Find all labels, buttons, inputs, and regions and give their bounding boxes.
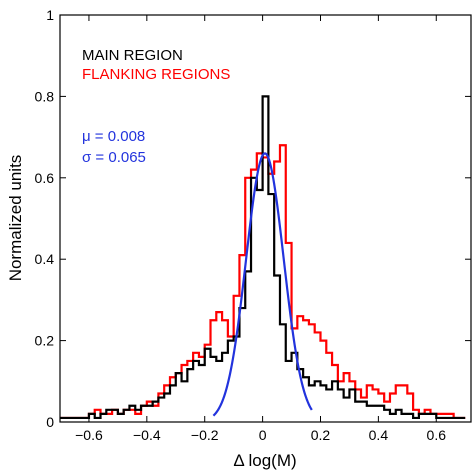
y-tick-label: 0.8 [35, 88, 55, 104]
legend-flanking-regions: FLANKING REGIONS [82, 66, 230, 83]
y-tick-label: 0.6 [35, 170, 55, 186]
x-tick-label: 0.6 [427, 427, 447, 443]
gaussian-fit-line [212, 152, 313, 417]
y-tick-label: 0.4 [35, 251, 55, 267]
series-layer [60, 95, 466, 420]
x-tick-label: 0 [259, 427, 267, 443]
x-tick-label: −0.4 [133, 427, 161, 443]
stat-sigma: σ = 0.065 [82, 149, 146, 166]
x-tick-label: 0.2 [311, 427, 331, 443]
x-axis-label: Δ log(M) [233, 451, 296, 470]
y-tick-label: 0.2 [35, 333, 55, 349]
x-tick-label: −0.2 [191, 427, 219, 443]
x-tick-label: −0.6 [75, 427, 103, 443]
y-tick-label: 0 [46, 414, 54, 430]
legend-main-region: MAIN REGION [82, 47, 183, 64]
plot-frame [59, 14, 472, 423]
ticks-layer: −0.6 −0.4 −0.2 0 0.2 0.4 0.6 0 0.2 0.4 0.6 0.8 1 [35, 7, 471, 443]
main-region-histogram [60, 95, 466, 420]
stat-mu: μ = 0.008 [82, 128, 145, 145]
y-axis-label: Normalized units [6, 155, 25, 282]
x-tick-label: 0.4 [369, 427, 389, 443]
y-tick-label: 1 [46, 7, 54, 23]
